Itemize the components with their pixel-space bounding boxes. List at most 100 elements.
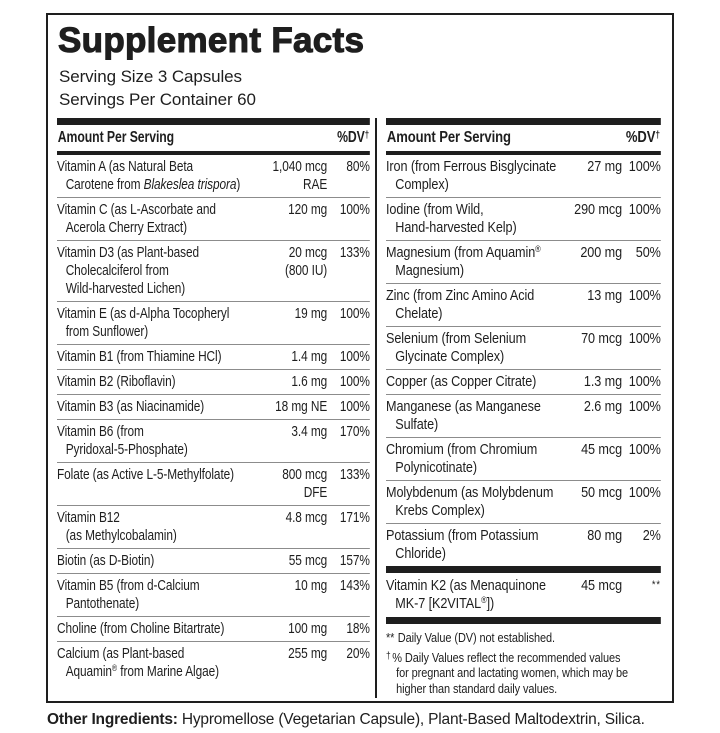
footnotes: ** Daily Value (DV) not established. †% Da… bbox=[386, 624, 661, 698]
nutrient-row: Zinc (from Zinc Amino Acid Chelate) 13 mg… bbox=[386, 283, 661, 326]
columns: Amount Per Serving %DV† Vitamin A (as Natu… bbox=[57, 118, 663, 698]
nutrient-amount: 800 mcg DFE bbox=[282, 466, 328, 501]
nutrient-row: Vitamin C (as L-Ascorbate and Acerola Ch… bbox=[57, 197, 370, 240]
nutrient-amount: 45 mcg bbox=[581, 577, 623, 594]
nutrient-name: Vitamin K2 (as Menaquinone MK-7 [K2VITAL… bbox=[386, 577, 546, 612]
nutrient-dv: 100% bbox=[339, 201, 370, 218]
nutrient-name: Biotin (as D-Biotin) bbox=[57, 552, 155, 569]
nutrient-dv: 100% bbox=[628, 373, 661, 390]
label-box: Supplement Facts Serving Size 3 Capsules… bbox=[46, 13, 674, 703]
nutrient-dv: 100% bbox=[339, 305, 370, 322]
nutrient-name: Vitamin E (as d-Alpha Tocopheryl from Su… bbox=[57, 305, 230, 340]
nutrient-dv: 100% bbox=[339, 373, 370, 390]
nutrient-dv: 100% bbox=[628, 398, 661, 415]
nutrient-amount: 50 mcg bbox=[581, 484, 623, 501]
nutrient-row: Molybdenum (as Molybdenum Krebs Complex)… bbox=[386, 480, 661, 523]
nutrient-amount: 4.8 mcg bbox=[285, 509, 328, 526]
nutrient-name: Vitamin B1 (from Thiamine HCl) bbox=[57, 348, 222, 365]
servings-per-container: Servings Per Container 60 bbox=[59, 90, 256, 109]
nutrient-name: Vitamin D3 (as Plant-based Cholecalcifer… bbox=[57, 244, 199, 297]
nutrient-name: Calcium (as Plant-based Aquamin® from Ma… bbox=[57, 645, 219, 680]
nutrient-row: Chromium (from Chromium Polynicotinate) 4… bbox=[386, 437, 661, 480]
thick-bar bbox=[386, 617, 661, 624]
nutrient-row: Magnesium (from Aquamin® Magnesium) 200 m… bbox=[386, 240, 661, 283]
serving-size: Serving Size 3 Capsules bbox=[59, 67, 242, 86]
nutrient-name: Choline (from Choline Bitartrate) bbox=[57, 620, 225, 637]
nutrient-amount: 27 mg bbox=[587, 158, 623, 175]
nutrient-name: Vitamin B2 (Riboflavin) bbox=[57, 373, 176, 390]
nutrient-row: Selenium (from Selenium Glycinate Comple… bbox=[386, 326, 661, 369]
nutrient-amount: 100 mg bbox=[288, 620, 328, 637]
nutrient-dv: 157% bbox=[339, 552, 370, 569]
nutrient-row: Vitamin D3 (as Plant-based Cholecalcifer… bbox=[57, 240, 370, 301]
nutrient-row: Vitamin B1 (from Thiamine HCl) 1.4 mg 100% bbox=[57, 344, 370, 369]
nutrient-dv: ** bbox=[651, 579, 661, 591]
nutrient-row: Vitamin B5 (from d-Calcium Pantothenate)… bbox=[57, 573, 370, 616]
nutrient-row: Calcium (as Plant-based Aquamin® from Ma… bbox=[57, 641, 370, 684]
footnote: †% Daily Values reflect the recommended … bbox=[386, 649, 661, 697]
nutrient-row: Iodine (from Wild, Hand-harvested Kelp) 2… bbox=[386, 197, 661, 240]
nutrient-row: Folate (as Active L-5-Methylfolate) 800 m… bbox=[57, 462, 370, 505]
nutrient-amount: 120 mg bbox=[288, 201, 328, 218]
nutrient-dv: 100% bbox=[628, 330, 661, 347]
nutrient-amount: 255 mg bbox=[288, 645, 328, 662]
nutrient-name: Molybdenum (as Molybdenum Krebs Complex) bbox=[386, 484, 554, 519]
title: Supplement Facts bbox=[57, 21, 365, 60]
nutrient-list: Iron (from Ferrous Bisglycinate Complex)… bbox=[386, 155, 661, 566]
nutrient-amount: 20 mcg (800 IU) bbox=[285, 244, 328, 279]
column-left-content: Amount Per Serving %DV† Vitamin A (as Natu… bbox=[57, 118, 370, 684]
nutrient-amount: 1.3 mg bbox=[583, 373, 623, 390]
nutrient-name: Iron (from Ferrous Bisglycinate Complex) bbox=[386, 158, 557, 193]
nutrient-name: Chromium (from Chromium Polynicotinate) bbox=[386, 441, 538, 476]
nutrient-list: Vitamin A (as Natural Beta Carotene from… bbox=[57, 155, 370, 684]
nutrient-amount: 80 mg bbox=[587, 527, 623, 544]
nutrient-amount: 2.6 mg bbox=[583, 398, 623, 415]
column-divider bbox=[375, 118, 377, 698]
nutrient-amount: 1.4 mg bbox=[291, 348, 328, 365]
nutrient-dv: 100% bbox=[628, 441, 661, 458]
nutrient-name: Potassium (from Potassium Chloride) bbox=[386, 527, 539, 562]
thick-bar bbox=[386, 118, 661, 125]
nutrient-dv: 133% bbox=[339, 466, 370, 483]
footnote-marker: ** bbox=[386, 630, 395, 645]
nutrient-row: Iron (from Ferrous Bisglycinate Complex)… bbox=[386, 155, 661, 197]
column-header: Amount Per Serving %DV† bbox=[57, 125, 370, 151]
nutrient-dv: 100% bbox=[339, 398, 370, 415]
nutrient-row: Manganese (as Manganese Sulfate) 2.6 mg 10… bbox=[386, 394, 661, 437]
nutrient-amount: 3.4 mg bbox=[291, 423, 328, 440]
nutrient-dv: 100% bbox=[339, 348, 370, 365]
nutrient-amount: 13 mg bbox=[587, 287, 623, 304]
nutrient-dv: 20% bbox=[346, 645, 370, 662]
nutrient-dv: 50% bbox=[635, 244, 661, 261]
thick-bar bbox=[57, 151, 370, 155]
nutrient-row: Potassium (from Potassium Chloride) 80 mg… bbox=[386, 523, 661, 566]
footnote: ** Daily Value (DV) not established. bbox=[386, 630, 661, 646]
dv-dagger: † bbox=[655, 130, 660, 141]
nutrient-row: Vitamin B12 (as Methylcobalamin) 4.8 mcg 1… bbox=[57, 505, 370, 548]
nutrient-amount: 45 mcg bbox=[581, 441, 623, 458]
footnote-text: % Daily Values reflect the recommended v… bbox=[392, 649, 628, 696]
nutrient-amount: 1,040 mcg RAE bbox=[272, 158, 328, 193]
nutrient-name: Vitamin B3 (as Niacinamide) bbox=[57, 398, 205, 415]
nutrient-dv: 100% bbox=[628, 158, 661, 175]
nutrient-dv: 100% bbox=[628, 484, 661, 501]
nutrient-dv: 2% bbox=[642, 527, 661, 544]
dv-dagger: † bbox=[364, 130, 370, 141]
column-right-content: Amount Per Serving %DV† Iron (from Ferrous… bbox=[386, 118, 661, 698]
nutrient-dv: 170% bbox=[339, 423, 370, 440]
nutrient-name: Copper (as Copper Citrate) bbox=[386, 373, 537, 390]
nutrient-name: Iodine (from Wild, Hand-harvested Kelp) bbox=[386, 201, 517, 236]
nutrient-amount: 55 mcg bbox=[288, 552, 328, 569]
nutrient-name: Manganese (as Manganese Sulfate) bbox=[386, 398, 541, 433]
nutrient-dv: 80% bbox=[346, 158, 370, 175]
nutrient-dv: 133% bbox=[339, 244, 370, 261]
nutrient-amount: 18 mg NE bbox=[275, 398, 328, 415]
nutrient-row: Vitamin B6 (from Pyridoxal-5-Phosphate) 3… bbox=[57, 419, 370, 462]
nutrient-name: Magnesium (from Aquamin® Magnesium) bbox=[386, 244, 541, 279]
footnote-text: Daily Value (DV) not established. bbox=[397, 630, 555, 645]
amount-per-serving-label: Amount Per Serving bbox=[57, 129, 175, 146]
column-header: Amount Per Serving %DV† bbox=[386, 125, 661, 151]
nutrient-row: Vitamin A (as Natural Beta Carotene from… bbox=[57, 155, 370, 197]
nutrient-name: Vitamin B12 (as Methylcobalamin) bbox=[57, 509, 177, 544]
nutrient-dv: 100% bbox=[628, 201, 661, 218]
